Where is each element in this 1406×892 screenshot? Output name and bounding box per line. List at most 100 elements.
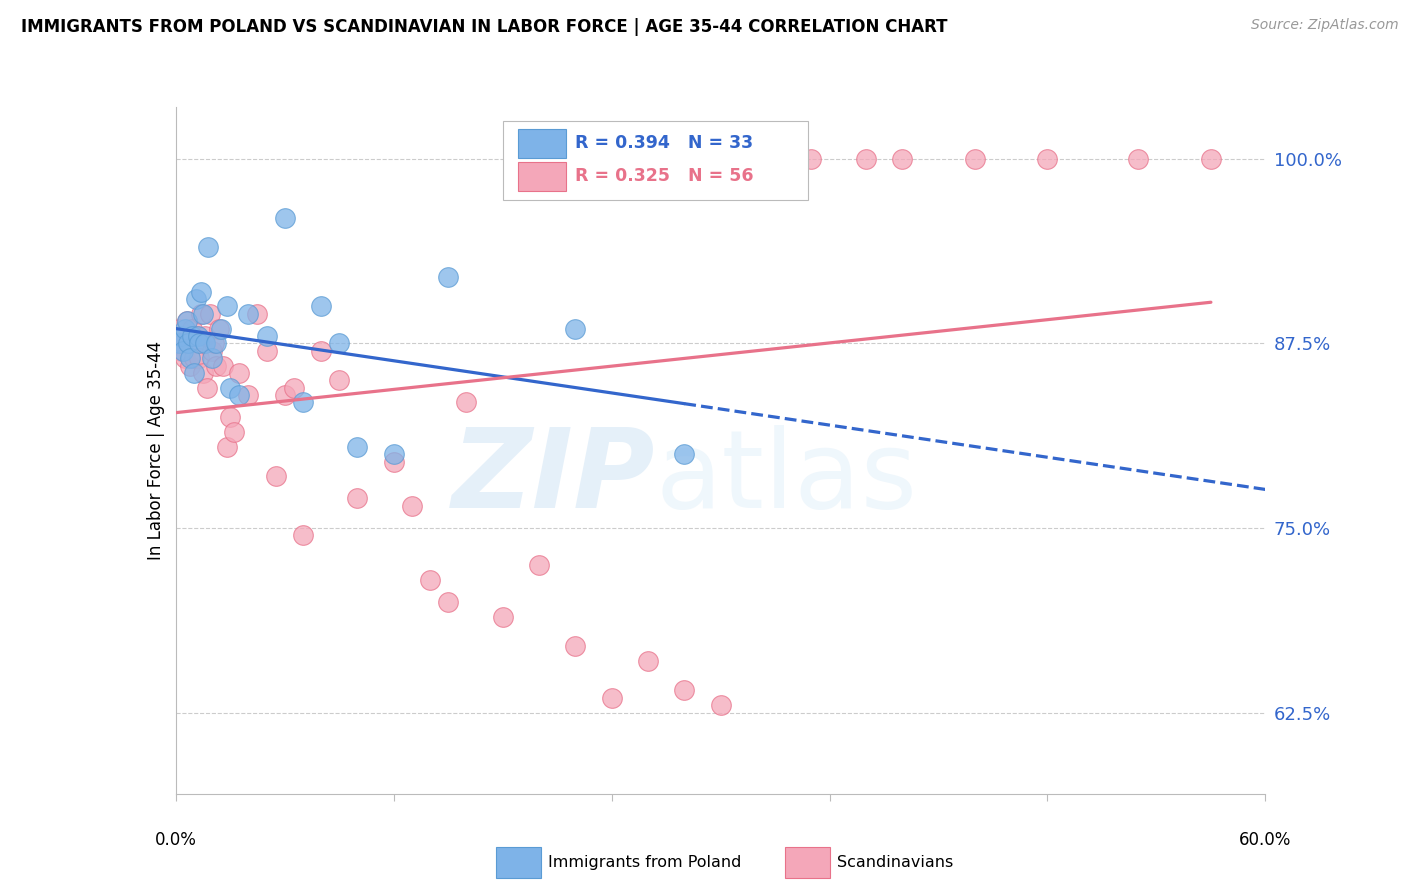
Point bbox=[215, 440, 238, 454]
Point bbox=[215, 300, 238, 314]
Text: R = 0.325   N = 56: R = 0.325 N = 56 bbox=[575, 168, 754, 186]
Point bbox=[328, 336, 350, 351]
Point bbox=[309, 300, 332, 314]
Point bbox=[181, 321, 204, 335]
Point bbox=[437, 595, 460, 609]
Point bbox=[274, 211, 297, 225]
Point bbox=[169, 321, 191, 335]
Point bbox=[179, 359, 201, 373]
Point bbox=[186, 336, 209, 351]
Text: ZIP: ZIP bbox=[451, 425, 655, 532]
Point bbox=[177, 336, 200, 351]
Point bbox=[382, 447, 405, 461]
FancyBboxPatch shape bbox=[785, 847, 830, 878]
Text: Scandinavians: Scandinavians bbox=[837, 855, 953, 870]
Point bbox=[208, 321, 231, 335]
Point bbox=[673, 683, 696, 698]
Point bbox=[637, 654, 659, 668]
Point bbox=[283, 381, 305, 395]
Point bbox=[437, 269, 460, 284]
Point bbox=[891, 152, 914, 166]
FancyBboxPatch shape bbox=[496, 847, 541, 878]
Point bbox=[219, 381, 242, 395]
Point bbox=[201, 343, 224, 358]
Point bbox=[197, 240, 219, 254]
Point bbox=[184, 292, 207, 306]
Text: 0.0%: 0.0% bbox=[155, 830, 197, 849]
Point bbox=[274, 388, 297, 402]
Text: atlas: atlas bbox=[655, 425, 917, 531]
Point bbox=[382, 454, 405, 468]
Point bbox=[401, 499, 423, 513]
Point bbox=[179, 351, 201, 366]
Point bbox=[212, 359, 235, 373]
Text: Source: ZipAtlas.com: Source: ZipAtlas.com bbox=[1251, 18, 1399, 32]
Point bbox=[195, 381, 218, 395]
Point bbox=[201, 351, 224, 366]
Point bbox=[190, 285, 212, 299]
Point bbox=[238, 388, 260, 402]
Point bbox=[600, 690, 623, 705]
Point bbox=[194, 329, 217, 343]
Point bbox=[238, 307, 260, 321]
Point bbox=[170, 329, 193, 343]
Point bbox=[219, 410, 242, 425]
Text: IMMIGRANTS FROM POLAND VS SCANDINAVIAN IN LABOR FORCE | AGE 35-44 CORRELATION CH: IMMIGRANTS FROM POLAND VS SCANDINAVIAN I… bbox=[21, 18, 948, 36]
Point bbox=[527, 558, 550, 572]
Point bbox=[176, 314, 198, 328]
Point bbox=[172, 343, 194, 358]
Point bbox=[346, 491, 368, 506]
Point bbox=[191, 366, 214, 380]
Point bbox=[564, 321, 586, 335]
Point bbox=[202, 336, 225, 351]
Text: Immigrants from Poland: Immigrants from Poland bbox=[548, 855, 742, 870]
Point bbox=[177, 336, 200, 351]
Point bbox=[710, 698, 733, 713]
Point bbox=[173, 351, 195, 366]
Point bbox=[204, 336, 226, 351]
Point bbox=[256, 329, 278, 343]
Point bbox=[963, 152, 986, 166]
Point bbox=[183, 366, 205, 380]
Point bbox=[181, 329, 204, 343]
Point bbox=[188, 336, 211, 351]
Point bbox=[191, 307, 214, 321]
Point bbox=[1036, 152, 1059, 166]
Point bbox=[204, 359, 226, 373]
Point bbox=[1199, 152, 1222, 166]
Point bbox=[309, 343, 332, 358]
Point bbox=[200, 307, 222, 321]
Y-axis label: In Labor Force | Age 35-44: In Labor Force | Age 35-44 bbox=[146, 341, 165, 560]
Point bbox=[492, 609, 515, 624]
Point bbox=[173, 321, 195, 335]
FancyBboxPatch shape bbox=[517, 162, 565, 191]
Point bbox=[673, 447, 696, 461]
FancyBboxPatch shape bbox=[517, 129, 565, 158]
Point bbox=[176, 314, 198, 328]
Text: R = 0.394   N = 33: R = 0.394 N = 33 bbox=[575, 135, 752, 153]
Point bbox=[194, 336, 217, 351]
Point bbox=[186, 329, 209, 343]
Point bbox=[183, 351, 205, 366]
Point bbox=[745, 152, 768, 166]
Point bbox=[246, 307, 269, 321]
Point bbox=[188, 351, 211, 366]
Point bbox=[170, 343, 193, 358]
Point bbox=[190, 307, 212, 321]
Point bbox=[328, 373, 350, 387]
Point bbox=[264, 469, 287, 483]
Point bbox=[209, 321, 232, 335]
Point bbox=[169, 336, 191, 351]
Point bbox=[346, 440, 368, 454]
Text: 60.0%: 60.0% bbox=[1239, 830, 1292, 849]
FancyBboxPatch shape bbox=[503, 120, 808, 200]
Point bbox=[291, 395, 314, 409]
Point bbox=[800, 152, 823, 166]
Point bbox=[228, 366, 250, 380]
Point bbox=[419, 573, 441, 587]
Point bbox=[184, 329, 207, 343]
Point bbox=[1128, 152, 1150, 166]
Point bbox=[291, 528, 314, 542]
Point bbox=[456, 395, 478, 409]
Point bbox=[256, 343, 278, 358]
